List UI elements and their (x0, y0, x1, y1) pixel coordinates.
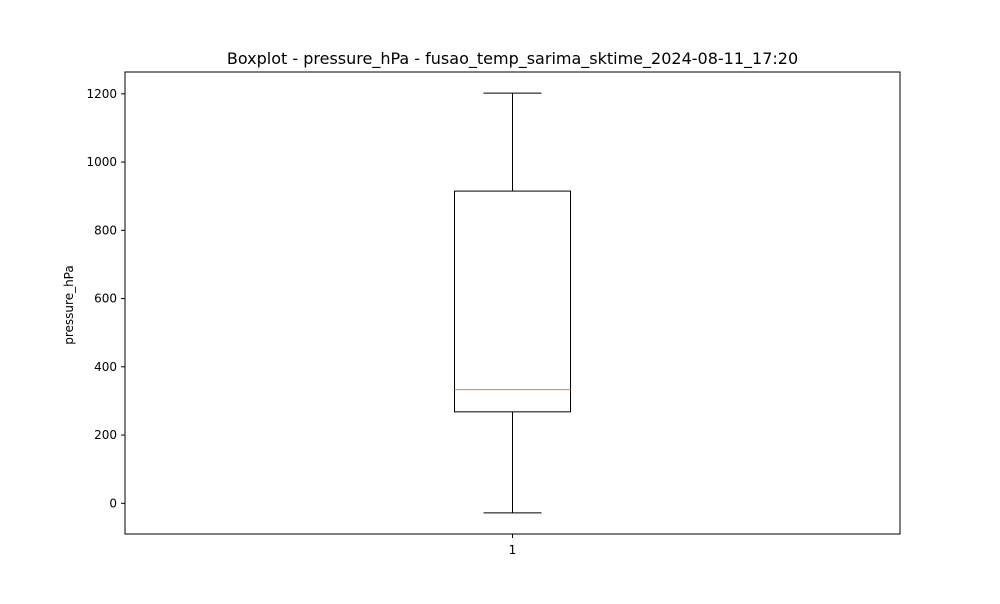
y-tick-label-600: 600 (94, 292, 117, 306)
y-tick-label-1000: 1000 (86, 155, 117, 169)
y-tick-label-1200: 1200 (86, 87, 117, 101)
y-axis-label: pressure_hPa (62, 265, 76, 345)
y-tick-label-0: 0 (109, 496, 117, 510)
box-iqr (454, 190, 571, 413)
x-tick-label-1: 1 (509, 543, 517, 557)
y-tick-label-200: 200 (94, 428, 117, 442)
y-tick-label-400: 400 (94, 360, 117, 374)
chart-title: Boxplot - pressure_hPa - fusao_temp_sari… (227, 49, 798, 69)
plot-area: 0 200 400 600 800 1000 1200 1 (86, 71, 901, 557)
y-tick-label-800: 800 (94, 223, 117, 237)
